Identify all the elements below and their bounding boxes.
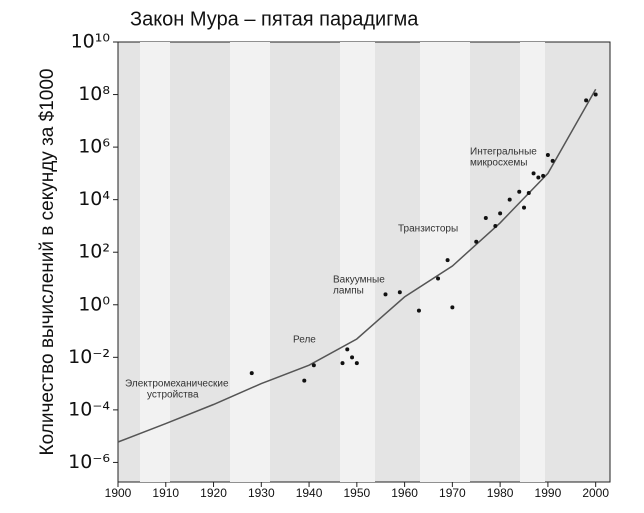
data-point	[340, 361, 345, 366]
y-tick-label: 10⁶	[78, 136, 110, 158]
background-texture	[140, 42, 545, 482]
annotation: Интегральные	[470, 147, 537, 158]
data-point	[536, 175, 541, 180]
data-point	[350, 355, 355, 360]
x-tick-label: 1970	[439, 486, 466, 500]
data-point	[522, 205, 527, 210]
data-point	[397, 290, 402, 295]
data-point	[354, 361, 359, 366]
x-tick-label: 1930	[248, 486, 275, 500]
y-tick-label: 10⁻⁴	[68, 398, 110, 420]
y-axis-label: Количество вычислений в секунду за $1000	[37, 69, 58, 456]
x-tick-label: 1990	[535, 486, 562, 500]
data-point	[436, 276, 441, 281]
data-point	[593, 92, 598, 97]
data-point	[493, 223, 498, 228]
data-point	[345, 347, 350, 352]
x-tick-label: 1920	[200, 486, 227, 500]
y-tick-label: 10⁴	[78, 188, 110, 210]
data-point	[507, 197, 512, 202]
y-tick-label: 10²	[78, 241, 110, 263]
annotation: микросхемы	[470, 158, 527, 169]
data-point	[474, 239, 479, 244]
data-point	[531, 171, 536, 176]
annotation: устройства	[147, 390, 199, 401]
data-point	[383, 292, 388, 297]
chart-title: Закон Мура – пятая парадигма	[130, 8, 419, 30]
annotation: Вакуумные	[333, 275, 385, 286]
data-point	[302, 378, 307, 383]
annotation: Электромеханические	[125, 379, 229, 390]
data-point	[545, 153, 550, 158]
x-tick-label: 1910	[152, 486, 179, 500]
data-point	[526, 190, 531, 195]
x-tick-label: 2000	[582, 486, 609, 500]
data-point	[498, 211, 503, 216]
data-point	[450, 305, 455, 310]
x-tick-label: 1950	[343, 486, 370, 500]
data-point	[416, 308, 421, 313]
trend-line	[117, 88, 597, 443]
data-point	[517, 189, 522, 194]
x-tick-label: 1980	[487, 486, 514, 500]
annotation: Реле	[293, 335, 316, 346]
y-tick-label: 10⁻⁶	[68, 451, 110, 473]
x-tick-label: 1940	[296, 486, 323, 500]
annotation: Транзисторы	[398, 224, 458, 235]
annotation: лампы	[333, 286, 364, 297]
y-tick-label: 10¹⁰	[71, 31, 110, 53]
data-point	[483, 216, 488, 221]
y-tick-label: 10⁻²	[68, 346, 110, 368]
data-point	[541, 173, 546, 178]
data-point	[311, 363, 316, 368]
x-tick-label: 1900	[105, 486, 132, 500]
y-tick-label: 10⁰	[78, 293, 110, 315]
data-point	[445, 258, 450, 263]
x-tick-label: 1960	[391, 486, 418, 500]
data-point	[550, 158, 555, 163]
data-point	[249, 371, 254, 376]
y-tick-label: 10⁸	[78, 83, 110, 105]
data-point	[584, 98, 589, 103]
